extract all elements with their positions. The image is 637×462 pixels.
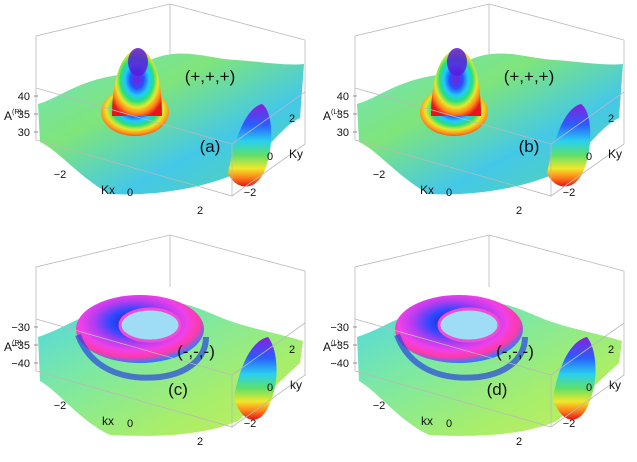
sign-annotation: (-,-,-) — [177, 342, 215, 361]
x-tick-label: −2 — [373, 169, 386, 181]
sign-annotation: (+,+,+) — [185, 67, 236, 86]
z-tick-label: −30 — [11, 322, 30, 334]
z-tick-label: −35 — [330, 340, 349, 352]
y-tick-label: 2 — [289, 113, 295, 125]
x-tick-label: 2 — [516, 205, 522, 217]
edge-spike — [234, 337, 277, 420]
x-axis-label: Kx — [420, 183, 434, 197]
z-axis-label: A(R) — [4, 109, 22, 123]
peak-cone — [112, 50, 162, 116]
panel-label: (d) — [487, 380, 508, 399]
z-tick-label: −35 — [11, 340, 30, 352]
panel-label: (b) — [519, 137, 540, 156]
z-tick-label: 40 — [337, 91, 349, 103]
x-tick-label: −2 — [54, 400, 67, 412]
surface-plot: 40 35 30 A(R) −2 0 2 Kx 2 0 −2 Ky (+,+,+) (a) — [4, 3, 306, 217]
x-axis-label: kx — [421, 414, 433, 428]
x-tick-label: 0 — [446, 187, 452, 199]
edge-spike — [547, 104, 591, 187]
z-tick-label: 40 — [18, 91, 30, 103]
y-axis-label: ky — [609, 378, 621, 392]
y-axis-label: Ky — [289, 147, 303, 161]
y-tick-label: 0 — [586, 382, 592, 394]
surface-plot: −30 −35 −40 A(L) −2 0 2 kx 2 0 −2 ky (-,-,-) (d) — [323, 234, 625, 448]
panel-c: −30 −35 −40 A(R) −2 0 2 kx 2 0 −2 ky (-,-,-) (c) — [0, 231, 318, 462]
panel-label: (a) — [200, 137, 221, 156]
z-axis-label: A(L) — [323, 340, 340, 354]
y-tick-label: 2 — [289, 344, 295, 356]
x-tick-label: −2 — [373, 400, 386, 412]
x-tick-label: 0 — [127, 418, 133, 430]
panel-a: 40 35 30 A(R) −2 0 2 Kx 2 0 −2 Ky (+,+,+) (a) — [0, 0, 318, 231]
y-tick-label: 2 — [608, 344, 614, 356]
y-tick-label: 0 — [267, 151, 273, 163]
z-axis-label: A(R) — [4, 340, 22, 354]
x-axis-label: Kx — [101, 183, 115, 197]
z-tick-label: 30 — [337, 127, 349, 139]
panel-d: −30 −35 −40 A(L) −2 0 2 kx 2 0 −2 ky (-,-,-) (d) — [319, 231, 637, 462]
x-tick-label: 2 — [197, 436, 203, 448]
y-axis-label: ky — [290, 378, 302, 392]
panel-label: (c) — [168, 380, 188, 399]
x-tick-label: 0 — [446, 418, 452, 430]
z-tick-label: 35 — [337, 109, 349, 121]
surface-plot: −30 −35 −40 A(R) −2 0 2 kx 2 0 −2 ky (-,-,-) (c) — [4, 234, 306, 448]
y-tick-label: 0 — [267, 382, 273, 394]
ring-hole — [437, 307, 501, 343]
z-axis-label: A(L) — [323, 109, 340, 123]
x-axis-label: kx — [102, 414, 114, 428]
x-tick-label: 2 — [197, 205, 203, 217]
edge-spike — [228, 104, 272, 187]
x-tick-label: 2 — [516, 436, 522, 448]
peak-cone — [431, 50, 481, 116]
y-axis-label: Ky — [608, 147, 622, 161]
z-tick-label: 35 — [18, 109, 30, 121]
x-tick-label: −2 — [54, 169, 67, 181]
ring-hole — [118, 307, 182, 343]
y-tick-label: −2 — [563, 187, 576, 199]
edge-spike — [553, 337, 596, 420]
sign-annotation: (+,+,+) — [504, 67, 555, 86]
y-tick-label: −2 — [244, 187, 257, 199]
y-tick-label: −2 — [244, 418, 257, 430]
y-tick-label: 2 — [608, 113, 614, 125]
y-tick-label: 0 — [586, 151, 592, 163]
z-tick-label: −30 — [330, 322, 349, 334]
panel-b: 40 35 30 A(L) −2 0 2 Kx 2 0 −2 Ky (+,+,+) (b) — [319, 0, 637, 231]
z-tick-label: −40 — [11, 358, 30, 370]
z-tick-label: 30 — [18, 127, 30, 139]
y-tick-label: −2 — [563, 418, 576, 430]
sign-annotation: (-,-,-) — [496, 342, 534, 361]
x-tick-label: 0 — [127, 187, 133, 199]
z-tick-label: −40 — [330, 358, 349, 370]
surface-plot: 40 35 30 A(L) −2 0 2 Kx 2 0 −2 Ky (+,+,+) (b) — [323, 3, 625, 217]
